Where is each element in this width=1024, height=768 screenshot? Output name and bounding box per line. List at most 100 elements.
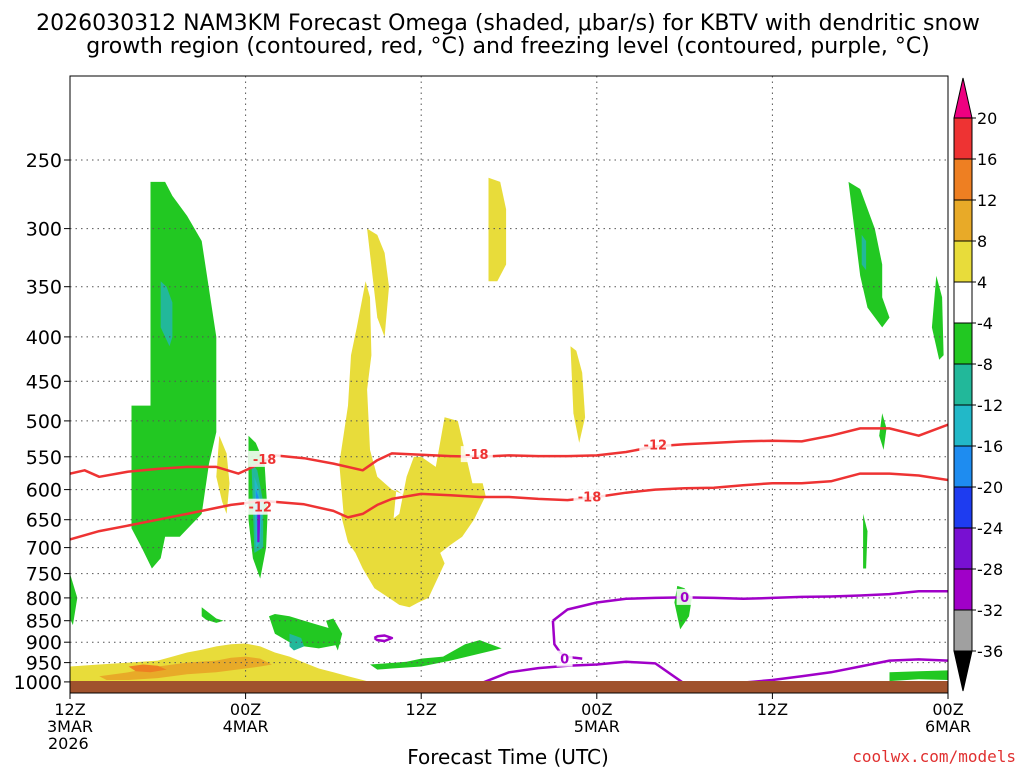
colorbar-label-1: 16: [977, 150, 997, 169]
x-tick-label-h36-2: 5MAR: [574, 717, 620, 736]
omega-region-14: [848, 181, 890, 328]
colorbar-label-9: -20: [977, 478, 1003, 497]
y-tick-label-450: 450: [26, 371, 62, 393]
colorbar-bottom-triangle: [953, 650, 973, 692]
omega-region-12: [370, 640, 502, 670]
colorbar-label-3: 8: [977, 232, 987, 251]
omega-region-27: [99, 656, 272, 680]
contour-label-bg-5: [676, 588, 693, 605]
colorbar-label-10: -24: [977, 519, 1003, 538]
contour-label-2: -18: [465, 448, 489, 463]
contour-label-bg-3: [639, 436, 672, 453]
omega-region-7: [70, 573, 78, 626]
colorbar-label-7: -12: [977, 396, 1003, 415]
colorbar-label-5: -4: [977, 314, 993, 333]
colorbar-bin-3: [953, 240, 973, 283]
contour-freezing-mid: [552, 589, 948, 622]
contour-label-bg-2: [460, 446, 493, 463]
omega-region-8: [201, 607, 224, 623]
colorbar-label-6: -8: [977, 355, 993, 374]
colorbar-bin-8: [953, 445, 973, 488]
contour-label-bg-0: [248, 450, 281, 467]
pressure-axis: 2503003504004505005506006507007508008509…: [14, 150, 70, 694]
colorbar-bin-9: [953, 486, 973, 529]
y-tick-label-400: 400: [26, 327, 62, 349]
omega-region-16: [931, 275, 944, 360]
colorbar-bin-12: [953, 609, 973, 652]
contour-label-6: 0: [560, 653, 569, 668]
colorbar-bin-5: [953, 322, 973, 365]
colorbar-label-8: -16: [977, 437, 1003, 456]
colorbar-label-0: 20: [977, 109, 997, 128]
omega-region-28: [128, 664, 167, 673]
contour-label-1: -12: [248, 501, 272, 516]
colorbar-bin-7: [953, 404, 973, 447]
contour-label-3: -12: [644, 438, 668, 453]
y-tick-label-1000: 1000: [14, 672, 62, 694]
contour-label-4: -18: [578, 490, 602, 505]
x-tick-label-h12-2: 4MAR: [223, 717, 269, 736]
ground-surface: [70, 681, 948, 693]
omega-region-24: [488, 177, 507, 282]
y-tick-label-850: 850: [26, 611, 62, 633]
x-tick-label-h24-1: 12Z: [406, 700, 437, 719]
omega-region-18: [863, 513, 868, 569]
y-tick-label-950: 950: [26, 653, 62, 675]
x-tick-label-h0-2: 3MAR: [47, 717, 93, 736]
colorbar-bin-11: [953, 568, 973, 611]
contour-label-5: 0: [680, 591, 689, 606]
contour-label-0: -18: [253, 453, 277, 468]
colorbar-bin-6: [953, 363, 973, 406]
colorbar-label-2: 12: [977, 191, 997, 210]
colorbar-bin-1: [953, 158, 973, 201]
contour-label-bg-4: [573, 488, 606, 505]
omega-region-9: [269, 614, 341, 649]
y-tick-label-550: 550: [26, 447, 62, 469]
colorbar-label-12: -32: [977, 601, 1003, 620]
contour-label-bg-1: [244, 498, 277, 515]
omega-region-23: [340, 417, 486, 608]
colorbar-bin-10: [953, 527, 973, 570]
omega-region-15: [861, 234, 867, 271]
x-axis-label: Forecast Time (UTC): [407, 745, 609, 768]
y-tick-label-800: 800: [26, 588, 62, 610]
x-tick-label-h0-1: 12Z: [54, 700, 85, 719]
y-tick-label-650: 650: [26, 510, 62, 532]
omega-region-11: [326, 618, 343, 651]
x-tick-label-h0-3: 2026: [48, 734, 89, 753]
credit-text: coolwx.com/models: [852, 747, 1016, 766]
y-tick-label-600: 600: [26, 480, 62, 502]
colorbar-top-triangle: [953, 77, 973, 119]
title-line-1: 2026030312 NAM3KM Forecast Omega (shaded…: [36, 11, 980, 36]
omega-region-1: [160, 281, 173, 347]
contour-label-bg-6: [556, 650, 573, 667]
omega-region-0: [131, 181, 217, 569]
x-tick-label-h36-1: 00Z: [581, 700, 612, 719]
contour-freezing-loop: [373, 634, 394, 643]
x-tick-label-h60-2: 6MAR: [925, 717, 971, 736]
colorbar-label-4: 4: [977, 273, 987, 292]
y-tick-label-500: 500: [26, 411, 62, 433]
colorbar-bin-4: [953, 281, 973, 324]
y-tick-label-300: 300: [26, 219, 62, 241]
y-tick-label-750: 750: [26, 564, 62, 586]
colorbar-label-13: -36: [977, 642, 1003, 661]
chart-title: 2026030312 NAM3KM Forecast Omega (shaded…: [36, 11, 980, 59]
omega-shading: [70, 177, 948, 686]
omega-region-20: [216, 435, 230, 514]
omega-region-25: [570, 346, 586, 443]
colorbar-label-11: -28: [977, 560, 1003, 579]
omega-region-19: [889, 670, 948, 682]
x-tick-label-h48-1: 12Z: [757, 700, 788, 719]
omega-colorbar: 20 16 12 8 4 -4 -8 -12 -16 -20 -24 -28 -32 -36: [953, 77, 1003, 692]
colorbar-bin-0: [953, 117, 973, 160]
y-tick-label-700: 700: [26, 538, 62, 560]
plot-frame: [69, 75, 949, 694]
colorbar-bin-2: [953, 199, 973, 242]
title-line-2: growth region (contoured, red, °C) and f…: [86, 34, 930, 59]
contour-dgz-minus12-lower: [70, 472, 948, 541]
omega-region-17: [879, 413, 887, 450]
contour-labels: -18 -12 -18 -12 -18 0 0: [244, 436, 693, 668]
